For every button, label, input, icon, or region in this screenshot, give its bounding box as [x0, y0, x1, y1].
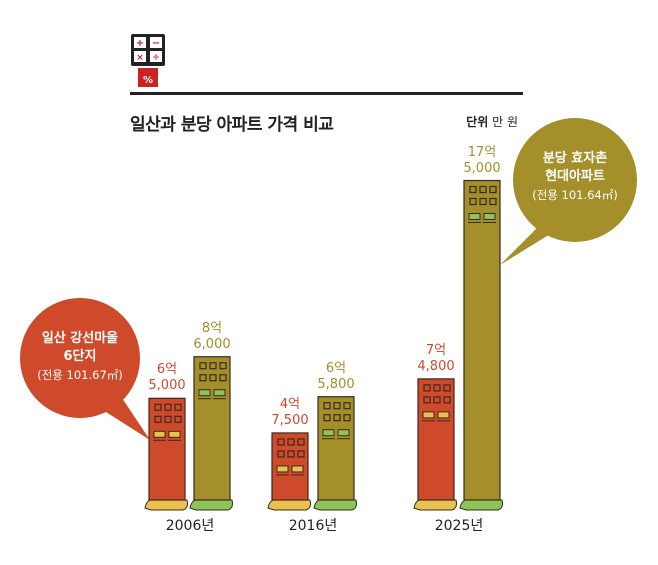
value-label-bundang-0: 8억 6,000 [182, 321, 242, 353]
value-label-man: 5,000 [148, 378, 186, 394]
title-rule [130, 92, 523, 95]
x-tick-label: 2016년 [288, 518, 338, 534]
bar-ilsan-1 [267, 432, 311, 511]
page-title: 일산과 분당 아파트 가격 비교 [130, 115, 334, 135]
unit-label: 단위 만 원 [466, 113, 518, 130]
callout-bubble-ilsan [20, 298, 150, 440]
bar-ilsan-2 [413, 378, 457, 511]
value-label-man: 5,000 [463, 160, 501, 176]
value-label-man: 4,800 [417, 358, 455, 374]
x-tick-label: 2006년 [165, 518, 215, 534]
callout-area: (전용 101.64㎡) [532, 188, 618, 202]
bar-bundang-1 [313, 396, 357, 511]
bar-bundang-0 [189, 356, 233, 511]
callout-ilsan: 일산 강선마을 6단지 (전용 101.67㎡) [20, 330, 140, 384]
value-label-eok: 6억 [325, 360, 347, 376]
bar-bundang-2 [459, 179, 503, 511]
calculator-icon: + − × ÷ % [131, 34, 165, 87]
value-label-man: 7,500 [271, 412, 309, 428]
x-tick-label: 2025년 [434, 518, 484, 534]
svg-text:×: × [136, 53, 144, 63]
callout-area: (전용 101.67㎡) [37, 368, 123, 382]
value-label-eok: 4억 [279, 396, 301, 412]
svg-text:%: % [143, 75, 153, 86]
callout-line: 일산 강선마을 [41, 331, 119, 346]
unit-label-key: 단위 [466, 115, 489, 129]
callout-bubble-bundang [500, 118, 637, 265]
value-label-bundang-2: 17억 5,000 [452, 145, 512, 177]
value-label-eok: 6억 [156, 362, 178, 378]
value-label-ilsan-1: 4억 7,500 [260, 397, 320, 429]
unit-label-value: 만 원 [492, 115, 518, 129]
svg-text:+: + [136, 38, 144, 49]
callout-line: 현대아파트 [545, 169, 605, 184]
value-label-eok: 17억 [467, 144, 497, 160]
bar-ilsan-0 [144, 397, 188, 511]
value-label-bundang-1: 6억 5,800 [306, 361, 366, 393]
callout-line: 분당 효자촌 [542, 151, 608, 166]
value-label-ilsan-2: 7억 4,800 [406, 343, 466, 375]
value-label-man: 5,800 [317, 376, 355, 392]
value-label-man: 6,000 [193, 336, 231, 352]
callout-line: 6단지 [63, 349, 97, 364]
svg-text:−: − [152, 38, 160, 49]
value-label-eok: 7억 [425, 342, 447, 358]
value-label-eok: 8억 [201, 320, 223, 336]
svg-text:÷: ÷ [152, 53, 160, 63]
value-label-ilsan-0: 6억 5,000 [137, 362, 197, 394]
callout-bundang: 분당 효자촌 현대아파트 (전용 101.64㎡) [515, 150, 635, 204]
